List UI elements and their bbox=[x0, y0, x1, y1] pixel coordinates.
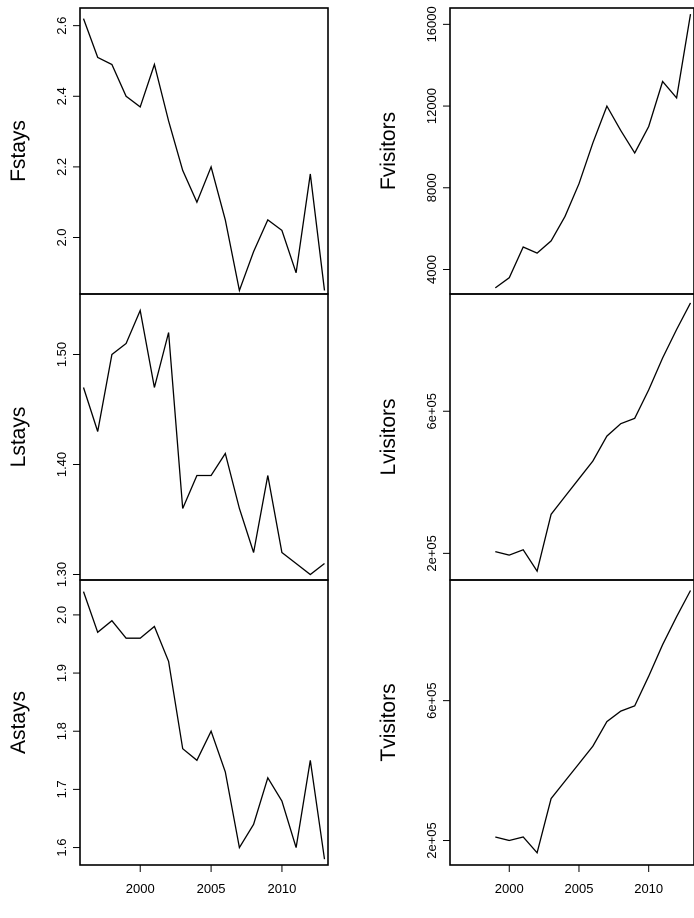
series-line-fvisitors bbox=[494, 13, 692, 289]
y-tick-label: 1.30 bbox=[54, 562, 69, 587]
x-tick-label: 2010 bbox=[267, 881, 296, 896]
y-tick-label: 4000 bbox=[424, 255, 439, 284]
panel-frame bbox=[449, 579, 694, 866]
panel-frame bbox=[79, 293, 329, 581]
y-tick-label: 2e+05 bbox=[424, 535, 439, 572]
panel-frame bbox=[79, 7, 329, 295]
x-tick-label: 2005 bbox=[197, 881, 226, 896]
y-tick-label: 6e+05 bbox=[424, 682, 439, 719]
y-tick-label: 2.2 bbox=[54, 158, 69, 176]
y-tick-label: 2e+05 bbox=[424, 822, 439, 859]
y-tick-label: 1.6 bbox=[54, 839, 69, 857]
panel-frame bbox=[449, 7, 694, 295]
series-line-fstays bbox=[82, 18, 326, 293]
y-tick-label: 16000 bbox=[424, 6, 439, 42]
panel-fstays: Fstays 2.0 2.2 2.4 2.6 bbox=[7, 7, 329, 295]
y-tick-label: 2.0 bbox=[54, 606, 69, 624]
x-tick-label: 2005 bbox=[565, 881, 594, 896]
series-line-lstays bbox=[82, 308, 325, 576]
panel-lstays: Lstays 1.30 1.40 1.50 bbox=[7, 293, 329, 587]
panel-frame bbox=[79, 579, 329, 866]
panel-fvisitors: Fvisitors 4000 8000 12000 16000 bbox=[377, 6, 694, 295]
y-tick-label: 1.9 bbox=[54, 664, 69, 682]
series-line-astays bbox=[82, 591, 326, 860]
y-tick-label: 6e+05 bbox=[424, 393, 439, 430]
y-tick-label: 2.6 bbox=[54, 17, 69, 35]
x-tick-label: 2000 bbox=[126, 881, 155, 896]
panel-frame bbox=[449, 293, 694, 581]
y-tick-label: 2.0 bbox=[54, 228, 69, 246]
y-tick-label: 1.50 bbox=[54, 342, 69, 367]
y-axis-label: Fstays bbox=[7, 120, 30, 182]
x-tick-label: 2000 bbox=[495, 881, 524, 896]
y-axis-label: Lvisitors bbox=[377, 398, 400, 475]
panel-astays: Astays 1.6 1.7 1.8 1.9 2.0 2000 2005 2010 bbox=[7, 579, 329, 896]
y-tick-label: 12000 bbox=[424, 88, 439, 124]
x-tick-label: 2010 bbox=[634, 881, 663, 896]
panel-lvisitors: Lvisitors 2e+05 6e+05 bbox=[377, 293, 694, 581]
series-line-lvisitors bbox=[495, 302, 692, 573]
y-tick-label: 1.7 bbox=[54, 780, 69, 798]
series-line-tvisitors bbox=[495, 590, 692, 855]
y-axis-label: Astays bbox=[7, 691, 30, 754]
y-tick-label: 2.4 bbox=[54, 87, 69, 105]
y-axis-label: Tvisitors bbox=[377, 683, 400, 761]
y-tick-label: 1.40 bbox=[54, 452, 69, 477]
y-tick-label: 8000 bbox=[424, 173, 439, 202]
y-tick-label: 1.8 bbox=[54, 722, 69, 740]
y-axis-label: Lstays bbox=[7, 407, 30, 468]
y-axis-label: Fvisitors bbox=[377, 112, 400, 190]
panel-tvisitors: Tvisitors 2e+05 6e+05 2000 2005 2010 bbox=[377, 579, 694, 896]
